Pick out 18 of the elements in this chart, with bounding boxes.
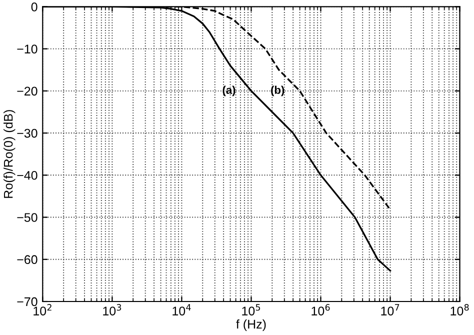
x-tick-label: 10$^{3}$ (103, 304, 122, 316)
y-tick-label: −70 (17, 297, 38, 306)
series-label: (b) (271, 86, 284, 96)
series-label: (a) (222, 86, 236, 96)
y-axis-title: Ro(f)/Ro(0) (dB) (4, 110, 16, 198)
y-tick-label: −30 (17, 128, 38, 138)
x-tick-label: 10$^{5}$ (242, 304, 260, 316)
y-tick-label: −20 (17, 86, 38, 96)
y-tick-label: −40 (17, 170, 38, 180)
x-axis-title: f (Hz) (236, 319, 266, 332)
y-tick-label: 0 (31, 2, 38, 12)
y-tick-label: −10 (17, 44, 38, 54)
x-tick-label: 10$^{4}$ (172, 304, 191, 316)
y-tick-label: −50 (17, 213, 38, 222)
y-tick-label: −60 (17, 255, 38, 264)
x-tick-label: 10$^{8}$ (450, 304, 469, 316)
x-tick-label: 10$^{7}$ (381, 304, 400, 316)
x-tick-label: 10$^{6}$ (312, 304, 330, 316)
